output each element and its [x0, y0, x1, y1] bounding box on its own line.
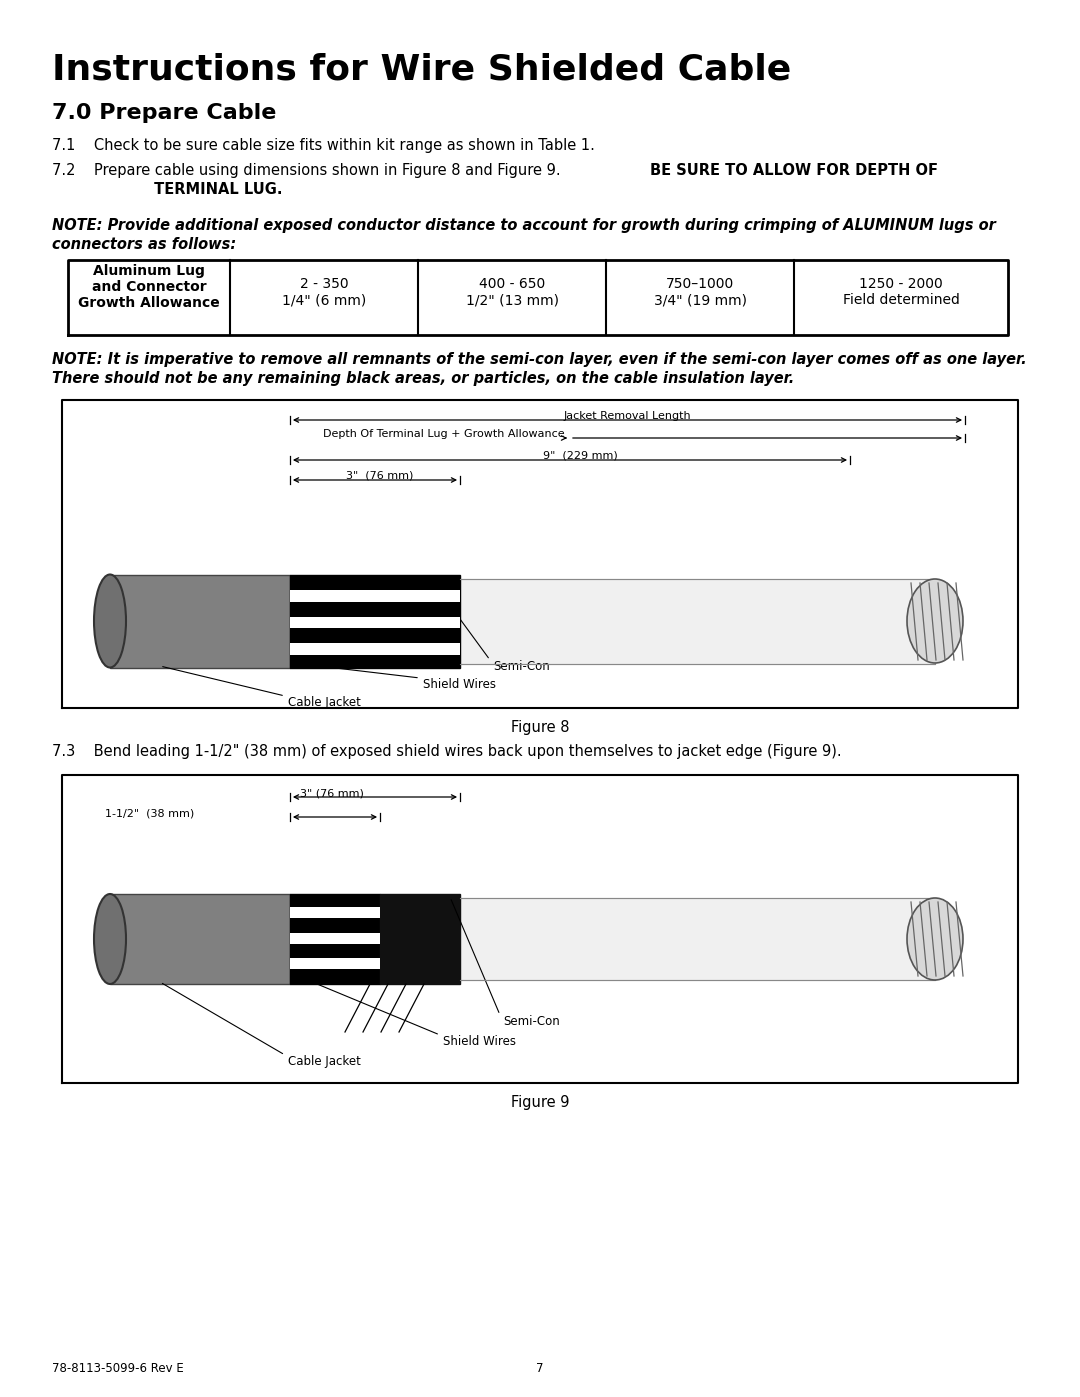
- Bar: [110, 576, 291, 668]
- Bar: [291, 644, 460, 655]
- Bar: [291, 933, 380, 943]
- Text: 7.2    Prepare cable using dimensions shown in Figure 8 and Figure 9.: 7.2 Prepare cable using dimensions shown…: [52, 163, 570, 177]
- Text: 400 - 650
1/2" (13 mm): 400 - 650 1/2" (13 mm): [465, 277, 558, 307]
- Text: 3" (76 mm): 3" (76 mm): [300, 788, 364, 798]
- Text: Jacket Removal Length: Jacket Removal Length: [563, 411, 691, 420]
- Text: 750–1000
3/4" (19 mm): 750–1000 3/4" (19 mm): [653, 277, 746, 307]
- Text: 9"  (229 mm): 9" (229 mm): [542, 451, 618, 461]
- Text: 7.2    Prepare cable using dimensions shown in Figure 8 and Figure 9.  
BE SURE : 7.2 Prepare cable using dimensions shown…: [52, 163, 570, 196]
- Text: NOTE: Provide additional exposed conductor distance to account for growth during: NOTE: Provide additional exposed conduct…: [52, 218, 996, 233]
- Text: 7.3    Bend leading 1-1/2" (38 mm) of exposed shield wires back upon themselves : 7.3 Bend leading 1-1/2" (38 mm) of expos…: [52, 745, 841, 759]
- Text: 7.1    Check to be sure cable size fits within kit range as shown in Table 1.: 7.1 Check to be sure cable size fits wit…: [52, 138, 595, 154]
- Text: Cable Jacket: Cable Jacket: [288, 696, 361, 710]
- Text: Cable Jacket: Cable Jacket: [288, 1055, 361, 1067]
- Text: 1250 - 2000
Field determined: 1250 - 2000 Field determined: [842, 277, 959, 307]
- Text: Aluminum Lug
and Connector
Growth Allowance: Aluminum Lug and Connector Growth Allowa…: [78, 264, 220, 310]
- Text: Semi-Con: Semi-Con: [503, 1016, 559, 1028]
- Bar: [460, 898, 935, 981]
- Text: BE SURE TO ALLOW FOR DEPTH OF: BE SURE TO ALLOW FOR DEPTH OF: [650, 163, 939, 177]
- Text: Figure 8: Figure 8: [511, 719, 569, 735]
- Text: Depth Of Terminal Lug + Growth Allowance: Depth Of Terminal Lug + Growth Allowance: [323, 429, 565, 439]
- Text: Shield Wires: Shield Wires: [423, 678, 496, 692]
- Ellipse shape: [94, 574, 126, 668]
- Text: Shield Wires: Shield Wires: [443, 1035, 516, 1048]
- Text: NOTE: It is imperative to remove all remnants of the semi-con layer, even if the: NOTE: It is imperative to remove all rem…: [52, 352, 1027, 367]
- Text: Instructions for Wire Shielded Cable: Instructions for Wire Shielded Cable: [52, 52, 792, 87]
- Bar: [380, 894, 460, 983]
- Bar: [291, 907, 380, 918]
- Text: 7: 7: [537, 1362, 543, 1375]
- Ellipse shape: [94, 894, 126, 983]
- Text: Semi-Con: Semi-Con: [492, 659, 550, 673]
- Text: Figure 9: Figure 9: [511, 1095, 569, 1111]
- Text: There should not be any remaining black areas, or particles, on the cable insula: There should not be any remaining black …: [52, 372, 794, 386]
- Text: connectors as follows:: connectors as follows:: [52, 237, 237, 251]
- Bar: [291, 576, 460, 668]
- Bar: [460, 578, 935, 664]
- Text: 78-8113-5099-6 Rev E: 78-8113-5099-6 Rev E: [52, 1362, 184, 1375]
- Text: 3"  (76 mm): 3" (76 mm): [347, 471, 414, 481]
- Ellipse shape: [907, 898, 963, 981]
- Bar: [291, 591, 460, 602]
- Bar: [110, 894, 291, 983]
- Text: 2 - 350
1/4" (6 mm): 2 - 350 1/4" (6 mm): [282, 277, 366, 307]
- Text: TERMINAL LUG.: TERMINAL LUG.: [108, 182, 283, 197]
- Text: 7.0 Prepare Cable: 7.0 Prepare Cable: [52, 103, 276, 123]
- Text: 1-1/2"  (38 mm): 1-1/2" (38 mm): [105, 807, 194, 819]
- Bar: [291, 617, 460, 629]
- Bar: [291, 894, 380, 983]
- Bar: [291, 958, 380, 970]
- Ellipse shape: [907, 578, 963, 664]
